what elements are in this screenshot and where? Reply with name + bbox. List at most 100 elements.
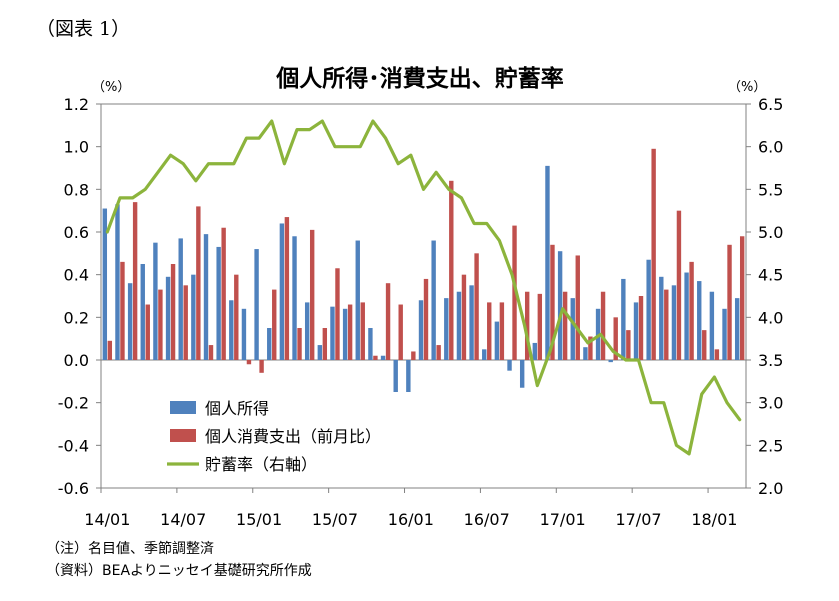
- income-bar: [153, 242, 158, 360]
- right-axis-tick-label: 6.5: [758, 95, 783, 114]
- legend-label: 個人消費支出（前月比）: [205, 427, 381, 446]
- income-bar: [722, 308, 727, 360]
- income-bar: [659, 276, 664, 360]
- consumption-bar: [423, 278, 429, 360]
- legend-swatch: [170, 429, 196, 442]
- consumption-bar: [373, 355, 378, 360]
- consumption-bar: [651, 148, 656, 360]
- income-bar: [406, 360, 411, 392]
- legend-label: 貯蓄率（右軸）: [205, 455, 317, 474]
- x-axis-tick-label: 14/07: [160, 510, 206, 529]
- consumption-bar: [676, 210, 682, 360]
- income-bar: [444, 298, 449, 360]
- consumption-bar: [537, 293, 543, 360]
- right-axis-tick-label: 5.0: [758, 223, 783, 242]
- income-bar: [140, 264, 145, 360]
- consumption-bar: [360, 302, 365, 360]
- income-bar: [279, 223, 285, 360]
- consumption-bar: [183, 285, 188, 360]
- income-bar: [165, 276, 171, 360]
- consumption-bar: [588, 336, 593, 360]
- x-axis-tick-label: 16/01: [388, 510, 434, 529]
- income-bar: [507, 360, 512, 371]
- x-axis-tick-label: 17/01: [540, 510, 586, 529]
- x-axis-tick-label: 18/01: [691, 510, 737, 529]
- left-axis-tick-label: 1.0: [64, 138, 89, 157]
- consumption-bar: [689, 261, 694, 360]
- income-bar: [494, 321, 500, 360]
- income-bar: [621, 278, 626, 360]
- note-line: （注）名目値、季節調整済: [46, 541, 214, 557]
- consumption-bar: [436, 345, 441, 360]
- consumption-bar: [499, 302, 505, 360]
- income-bar: [178, 238, 183, 360]
- x-axis-tick-label: 14/01: [84, 510, 130, 529]
- left-axis-tick-label: -0.2: [58, 394, 89, 413]
- consumption-bar: [575, 255, 580, 360]
- income-bar: [583, 347, 588, 360]
- consumption-bar: [626, 330, 631, 360]
- consumption-bar: [512, 225, 517, 360]
- consumption-bar: [107, 340, 113, 360]
- income-bar: [671, 285, 677, 360]
- consumption-bar: [461, 274, 467, 360]
- consumption-bar: [120, 261, 125, 360]
- income-bar: [304, 302, 310, 360]
- left-axis-unit: （%）: [92, 80, 130, 95]
- income-bar: [292, 236, 297, 360]
- consumption-bar: [449, 180, 454, 360]
- consumption-bar: [158, 289, 163, 360]
- right-axis-tick-label: 3.0: [758, 394, 783, 413]
- plot-frame: [100, 103, 747, 489]
- income-bar: [570, 298, 575, 360]
- income-bar: [684, 272, 689, 360]
- consumption-bar: [702, 330, 707, 360]
- income-bar: [102, 208, 108, 360]
- income-bar: [342, 308, 348, 360]
- right-axis-tick-label: 6.0: [758, 138, 783, 157]
- right-axis-tick-label: 3.5: [758, 351, 783, 370]
- income-bar: [418, 300, 424, 360]
- left-axis-tick-label: -0.6: [58, 479, 89, 498]
- income-bar: [709, 291, 715, 360]
- right-axis-tick-label: 2.0: [758, 479, 783, 498]
- consumption-bar: [221, 227, 226, 360]
- income-bar: [317, 345, 323, 360]
- x-axis-tick-label: 17/07: [615, 510, 661, 529]
- income-bar: [368, 328, 373, 360]
- income-bar: [229, 300, 234, 360]
- left-axis-tick-label: 0.2: [64, 308, 89, 327]
- income-bar: [469, 285, 474, 360]
- income-bar: [267, 328, 272, 360]
- consumption-bar: [246, 360, 252, 365]
- right-axis-tick-label: 4.5: [758, 266, 783, 285]
- consumption-bar: [208, 345, 214, 360]
- consumption-bar: [272, 289, 277, 360]
- income-bar: [216, 246, 221, 360]
- source-line: （資料）BEAよりニッセイ基礎研究所作成: [46, 563, 312, 579]
- income-bar: [734, 298, 740, 360]
- income-bar: [330, 306, 335, 360]
- legend-swatch: [170, 401, 196, 414]
- left-axis-tick-label: 0.4: [64, 266, 89, 285]
- income-bar: [127, 283, 133, 360]
- consumption-bar: [170, 264, 176, 360]
- x-axis-tick-label: 15/01: [236, 510, 282, 529]
- income-bar: [254, 249, 259, 360]
- consumption-bar: [474, 253, 479, 360]
- figure-label: （図表 1）: [36, 18, 131, 40]
- consumption-bar: [322, 328, 328, 360]
- consumption-bar: [487, 302, 492, 360]
- income-bar: [115, 204, 120, 360]
- right-axis-tick-label: 5.5: [758, 180, 783, 199]
- consumption-bar: [638, 296, 644, 360]
- income-bar: [456, 291, 462, 360]
- consumption-bar: [739, 236, 745, 360]
- income-bar: [608, 360, 613, 363]
- left-axis-tick-label: 0.8: [64, 180, 89, 199]
- left-axis-tick-label: 0.0: [64, 351, 89, 370]
- consumption-bar: [385, 283, 391, 360]
- income-bar: [241, 308, 247, 360]
